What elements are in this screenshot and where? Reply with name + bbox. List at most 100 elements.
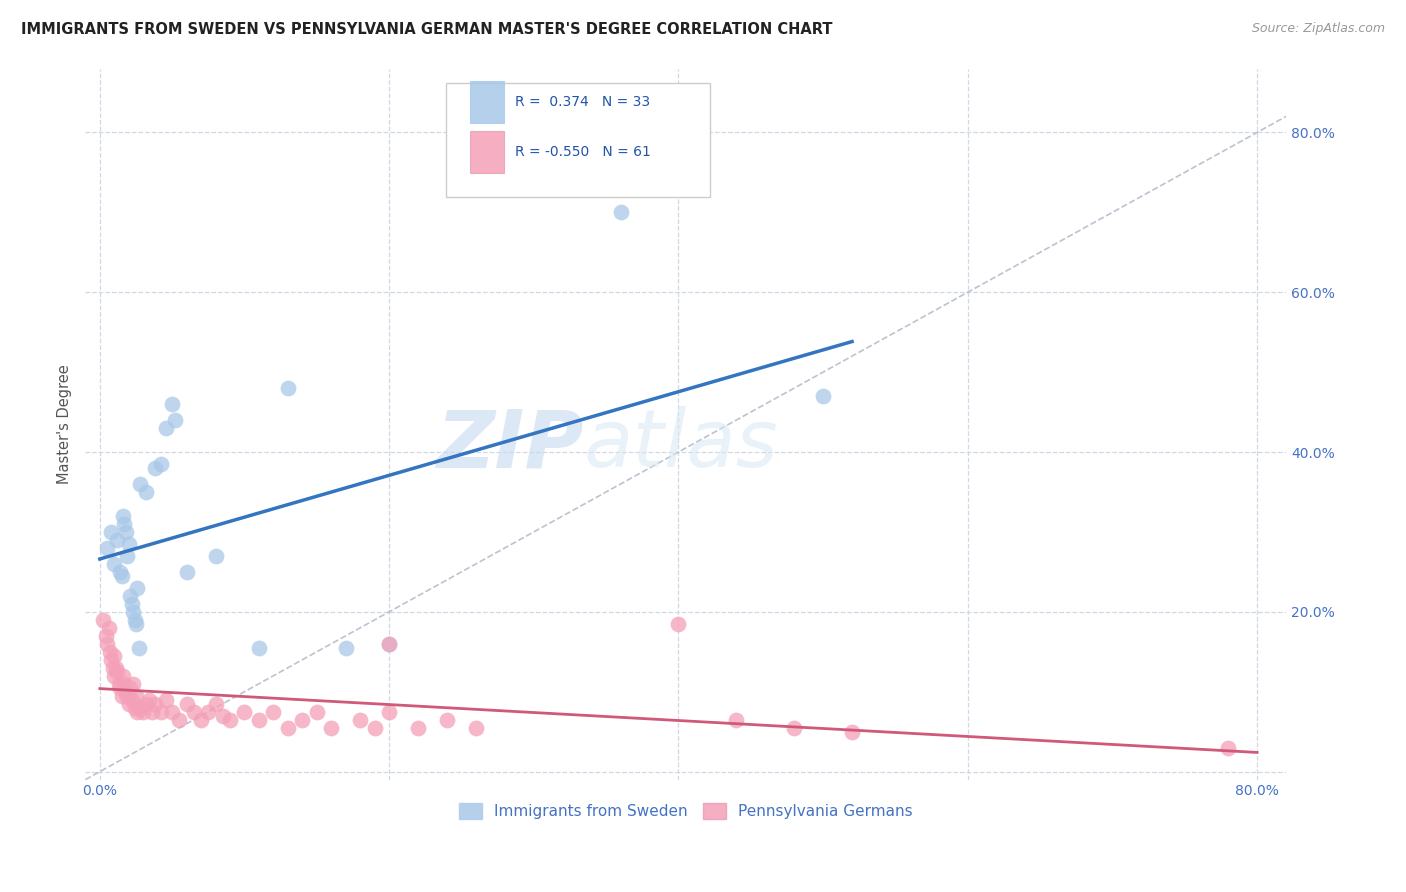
Point [335,640,357,655]
Point [135,485,157,500]
Point [98,645,121,659]
Point [121,597,143,611]
Point [204,549,226,563]
FancyBboxPatch shape [470,81,505,123]
Point [111,669,134,683]
Point [105,533,128,547]
Point [107,677,129,691]
Point [841,724,863,739]
Point [143,461,166,475]
Point [97,621,120,635]
Point [96,541,118,555]
Point [277,721,299,735]
Point [108,565,131,579]
Point [305,705,328,719]
Point [103,557,125,571]
Point [101,661,124,675]
Point [149,457,172,471]
Point [725,713,748,727]
Point [247,640,270,655]
Point [211,708,233,723]
FancyBboxPatch shape [446,83,710,196]
Point [378,705,401,719]
Point [103,669,125,683]
Point [176,565,198,579]
Point [321,721,343,735]
Point [363,721,385,735]
Point [96,637,118,651]
Point [378,637,401,651]
Point [120,589,142,603]
Point [120,681,142,695]
Point [111,508,134,523]
Point [378,637,401,651]
Point [291,713,314,727]
Point [122,677,145,691]
Point [233,705,256,719]
Point [436,713,458,727]
Point [127,581,149,595]
Point [125,689,148,703]
Text: Source: ZipAtlas.com: Source: ZipAtlas.com [1251,22,1385,36]
Point [129,477,152,491]
Point [169,713,191,727]
Point [349,713,371,727]
Point [118,697,141,711]
Point [465,721,488,735]
Point [129,700,152,714]
Point [94,629,117,643]
Point [115,524,138,539]
Text: R = -0.550   N = 61: R = -0.550 N = 61 [515,145,651,159]
Point [135,697,157,711]
Point [811,389,834,403]
Point [165,413,187,427]
Point [117,549,139,563]
Point [91,613,114,627]
Point [149,705,172,719]
Point [114,516,136,531]
Point [183,705,205,719]
Point [155,692,177,706]
Point [406,721,429,735]
Point [277,381,299,395]
Point [125,616,148,631]
Point [160,705,183,719]
Point [141,705,163,719]
Point [783,721,806,735]
Point [197,705,219,719]
Text: R =  0.374   N = 33: R = 0.374 N = 33 [515,95,651,110]
Point [105,665,128,679]
Point [100,524,122,539]
Text: atlas: atlas [583,407,779,484]
Text: IMMIGRANTS FROM SWEDEN VS PENNSYLVANIA GERMAN MASTER'S DEGREE CORRELATION CHART: IMMIGRANTS FROM SWEDEN VS PENNSYLVANIA G… [21,22,832,37]
Point [132,705,155,719]
Point [122,605,145,619]
Point [110,689,132,703]
Point [104,661,127,675]
Point [127,705,149,719]
Point [204,697,226,711]
FancyBboxPatch shape [470,131,505,173]
Point [117,689,139,703]
Point [1218,740,1240,755]
Point [668,616,690,631]
Point [262,705,284,719]
Legend: Immigrants from Sweden, Pennsylvania Germans: Immigrants from Sweden, Pennsylvania Ger… [453,797,918,825]
Point [155,421,177,435]
Point [124,700,146,714]
Point [108,681,131,695]
Point [609,205,631,219]
Point [124,613,146,627]
Point [247,713,270,727]
Point [103,648,125,663]
Point [114,677,136,691]
Point [100,653,122,667]
Point [190,713,212,727]
Point [143,697,166,711]
Point [176,697,198,711]
Point [160,397,183,411]
Point [138,692,160,706]
Point [128,640,150,655]
Point [110,569,132,583]
Point [115,684,138,698]
